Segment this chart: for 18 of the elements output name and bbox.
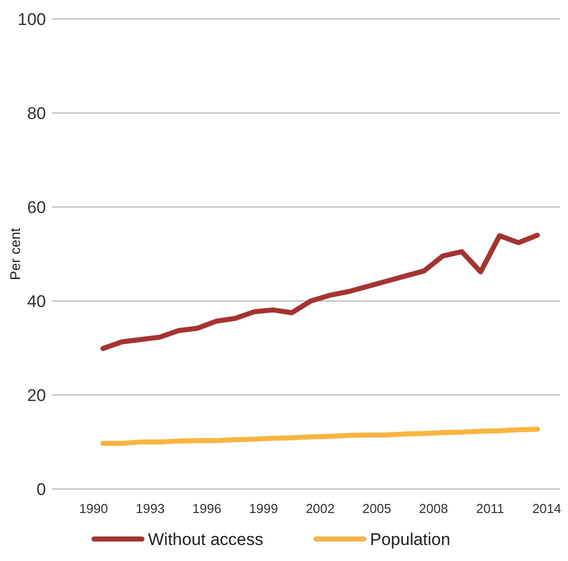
x-tick-label: 1996: [192, 501, 222, 516]
y-tick-label: 80: [27, 104, 46, 123]
legend-label: Without access: [148, 530, 264, 549]
legend-label: Population: [370, 530, 450, 549]
x-tick-label: 1999: [249, 501, 278, 516]
y-tick-label: 60: [27, 198, 46, 217]
x-tick-label: 2014: [532, 501, 562, 516]
x-tick-label: 2002: [306, 501, 335, 516]
x-tick-label: 2011: [476, 501, 504, 516]
y-tick-label: 20: [27, 386, 46, 405]
x-tick-label: 2005: [362, 501, 392, 516]
y-tick-label: 100: [18, 10, 46, 29]
x-tick-label: 1993: [136, 501, 165, 516]
y-tick-label: 40: [27, 292, 46, 311]
y-tick-label: 0: [36, 480, 46, 499]
x-tick-label: 1990: [79, 501, 108, 516]
x-tick-label: 2008: [419, 501, 448, 516]
y-axis-title: Per cent: [7, 228, 23, 280]
